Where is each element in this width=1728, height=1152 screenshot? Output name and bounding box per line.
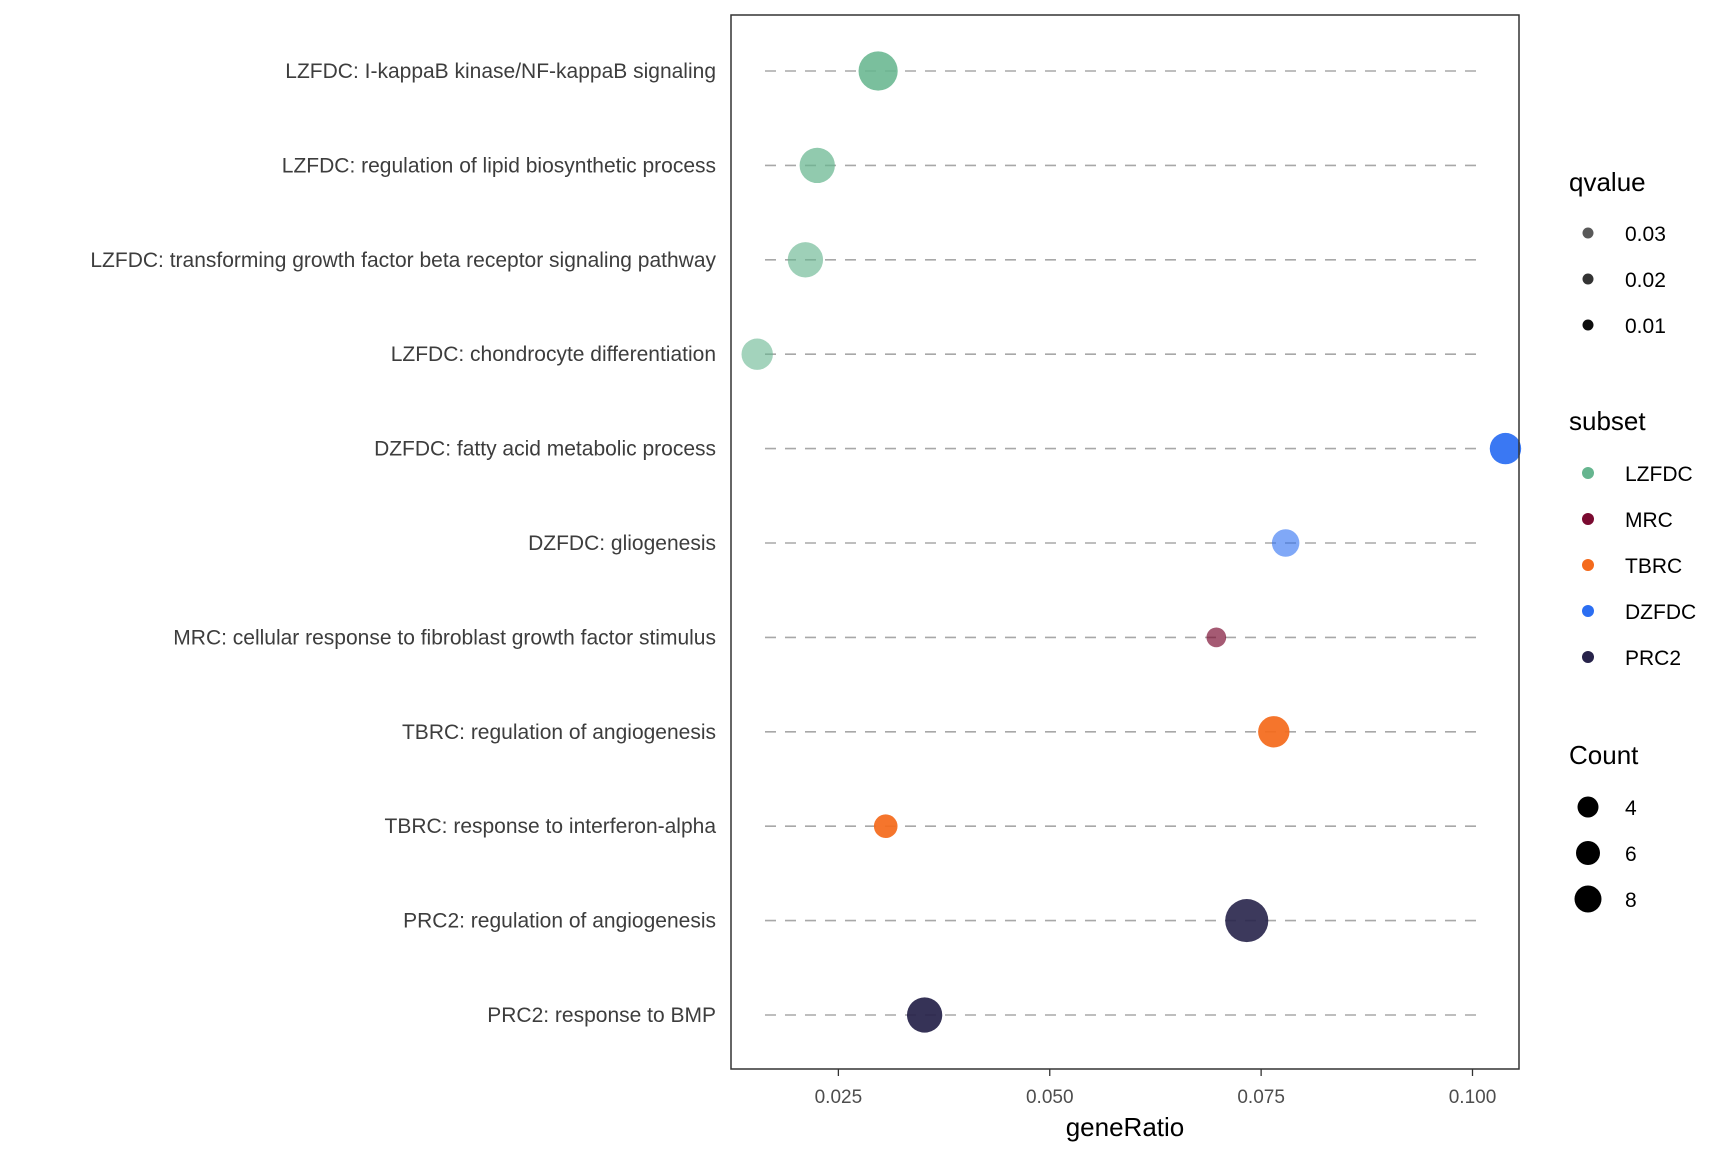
- legend-label: 0.03: [1625, 223, 1666, 246]
- legend-key-qvalue: [1582, 227, 1594, 239]
- grid-lines: [765, 70, 1485, 1016]
- data-point: [858, 51, 898, 91]
- legend-key-count: [1577, 796, 1599, 818]
- legend-key-qvalue: [1582, 273, 1594, 285]
- data-point: [1206, 627, 1227, 648]
- category-label: TBRC: regulation of angiogenesis: [402, 721, 716, 744]
- legend: qvalue 0.03 0.02 0.01 subset LZFDC MRC TBRC DZFD…: [1569, 167, 1696, 913]
- legend-label: DZFDC: [1625, 601, 1696, 624]
- data-point: [1258, 716, 1290, 748]
- data-point: [787, 242, 824, 278]
- legend-key-subset: [1582, 605, 1594, 617]
- x-axis: 0.025 0.050 0.075 0.100: [815, 1069, 1497, 1108]
- data-point: [799, 147, 835, 184]
- data-point: [873, 814, 898, 838]
- category-label: PRC2: response to BMP: [487, 1004, 716, 1027]
- category-label: MRC: cellular response to fibroblast gro…: [173, 626, 716, 649]
- data-point: [1225, 899, 1269, 943]
- data-point: [1489, 432, 1522, 465]
- legend-title-subset: subset: [1569, 406, 1646, 436]
- legend-label: PRC2: [1625, 647, 1681, 670]
- category-label: LZFDC: chondrocyte differentiation: [391, 343, 716, 366]
- category-label: DZFDC: gliogenesis: [528, 532, 716, 555]
- legend-key-count: [1574, 885, 1602, 913]
- category-label: LZFDC: I-kappaB kinase/NF-kappaB signali…: [285, 60, 716, 83]
- legend-key-subset: [1582, 513, 1594, 525]
- legend-label: 6: [1625, 843, 1637, 866]
- legend-key-count: [1576, 841, 1600, 865]
- x-tick-label: 0.025: [815, 1087, 863, 1108]
- legend-key-qvalue: [1582, 319, 1594, 331]
- legend-title-count: Count: [1569, 740, 1639, 770]
- x-tick-label: 0.075: [1237, 1087, 1285, 1108]
- x-tick-label: 0.050: [1026, 1087, 1074, 1108]
- legend-key-subset: [1582, 559, 1594, 571]
- category-label: PRC2: regulation of angiogenesis: [403, 910, 716, 933]
- data-point: [906, 997, 943, 1033]
- legend-label: 0.02: [1625, 269, 1666, 292]
- x-axis-title: geneRatio: [1066, 1112, 1185, 1142]
- category-label: LZFDC: regulation of lipid biosynthetic …: [282, 154, 716, 177]
- legend-label: LZFDC: [1625, 463, 1693, 486]
- legend-label: 8: [1625, 889, 1637, 912]
- legend-label: TBRC: [1625, 555, 1682, 578]
- legend-key-subset: [1582, 467, 1594, 479]
- data-point: [741, 338, 773, 370]
- category-label: LZFDC: transforming growth factor beta r…: [90, 249, 716, 272]
- legend-label: 4: [1625, 797, 1637, 820]
- category-label: TBRC: response to interferon-alpha: [385, 815, 717, 838]
- x-tick-label: 0.100: [1449, 1087, 1497, 1108]
- category-labels: LZFDC: I-kappaB kinase/NF-kappaB signali…: [90, 60, 716, 1027]
- plot-panel-border: [730, 14, 1520, 1070]
- category-label: DZFDC: fatty acid metabolic process: [374, 438, 716, 461]
- data-point: [1271, 529, 1300, 557]
- legend-label: MRC: [1625, 509, 1673, 532]
- data-points: [741, 51, 1522, 1033]
- legend-title-qvalue: qvalue: [1569, 167, 1646, 197]
- legend-label: 0.01: [1625, 315, 1666, 338]
- legend-key-subset: [1582, 651, 1594, 663]
